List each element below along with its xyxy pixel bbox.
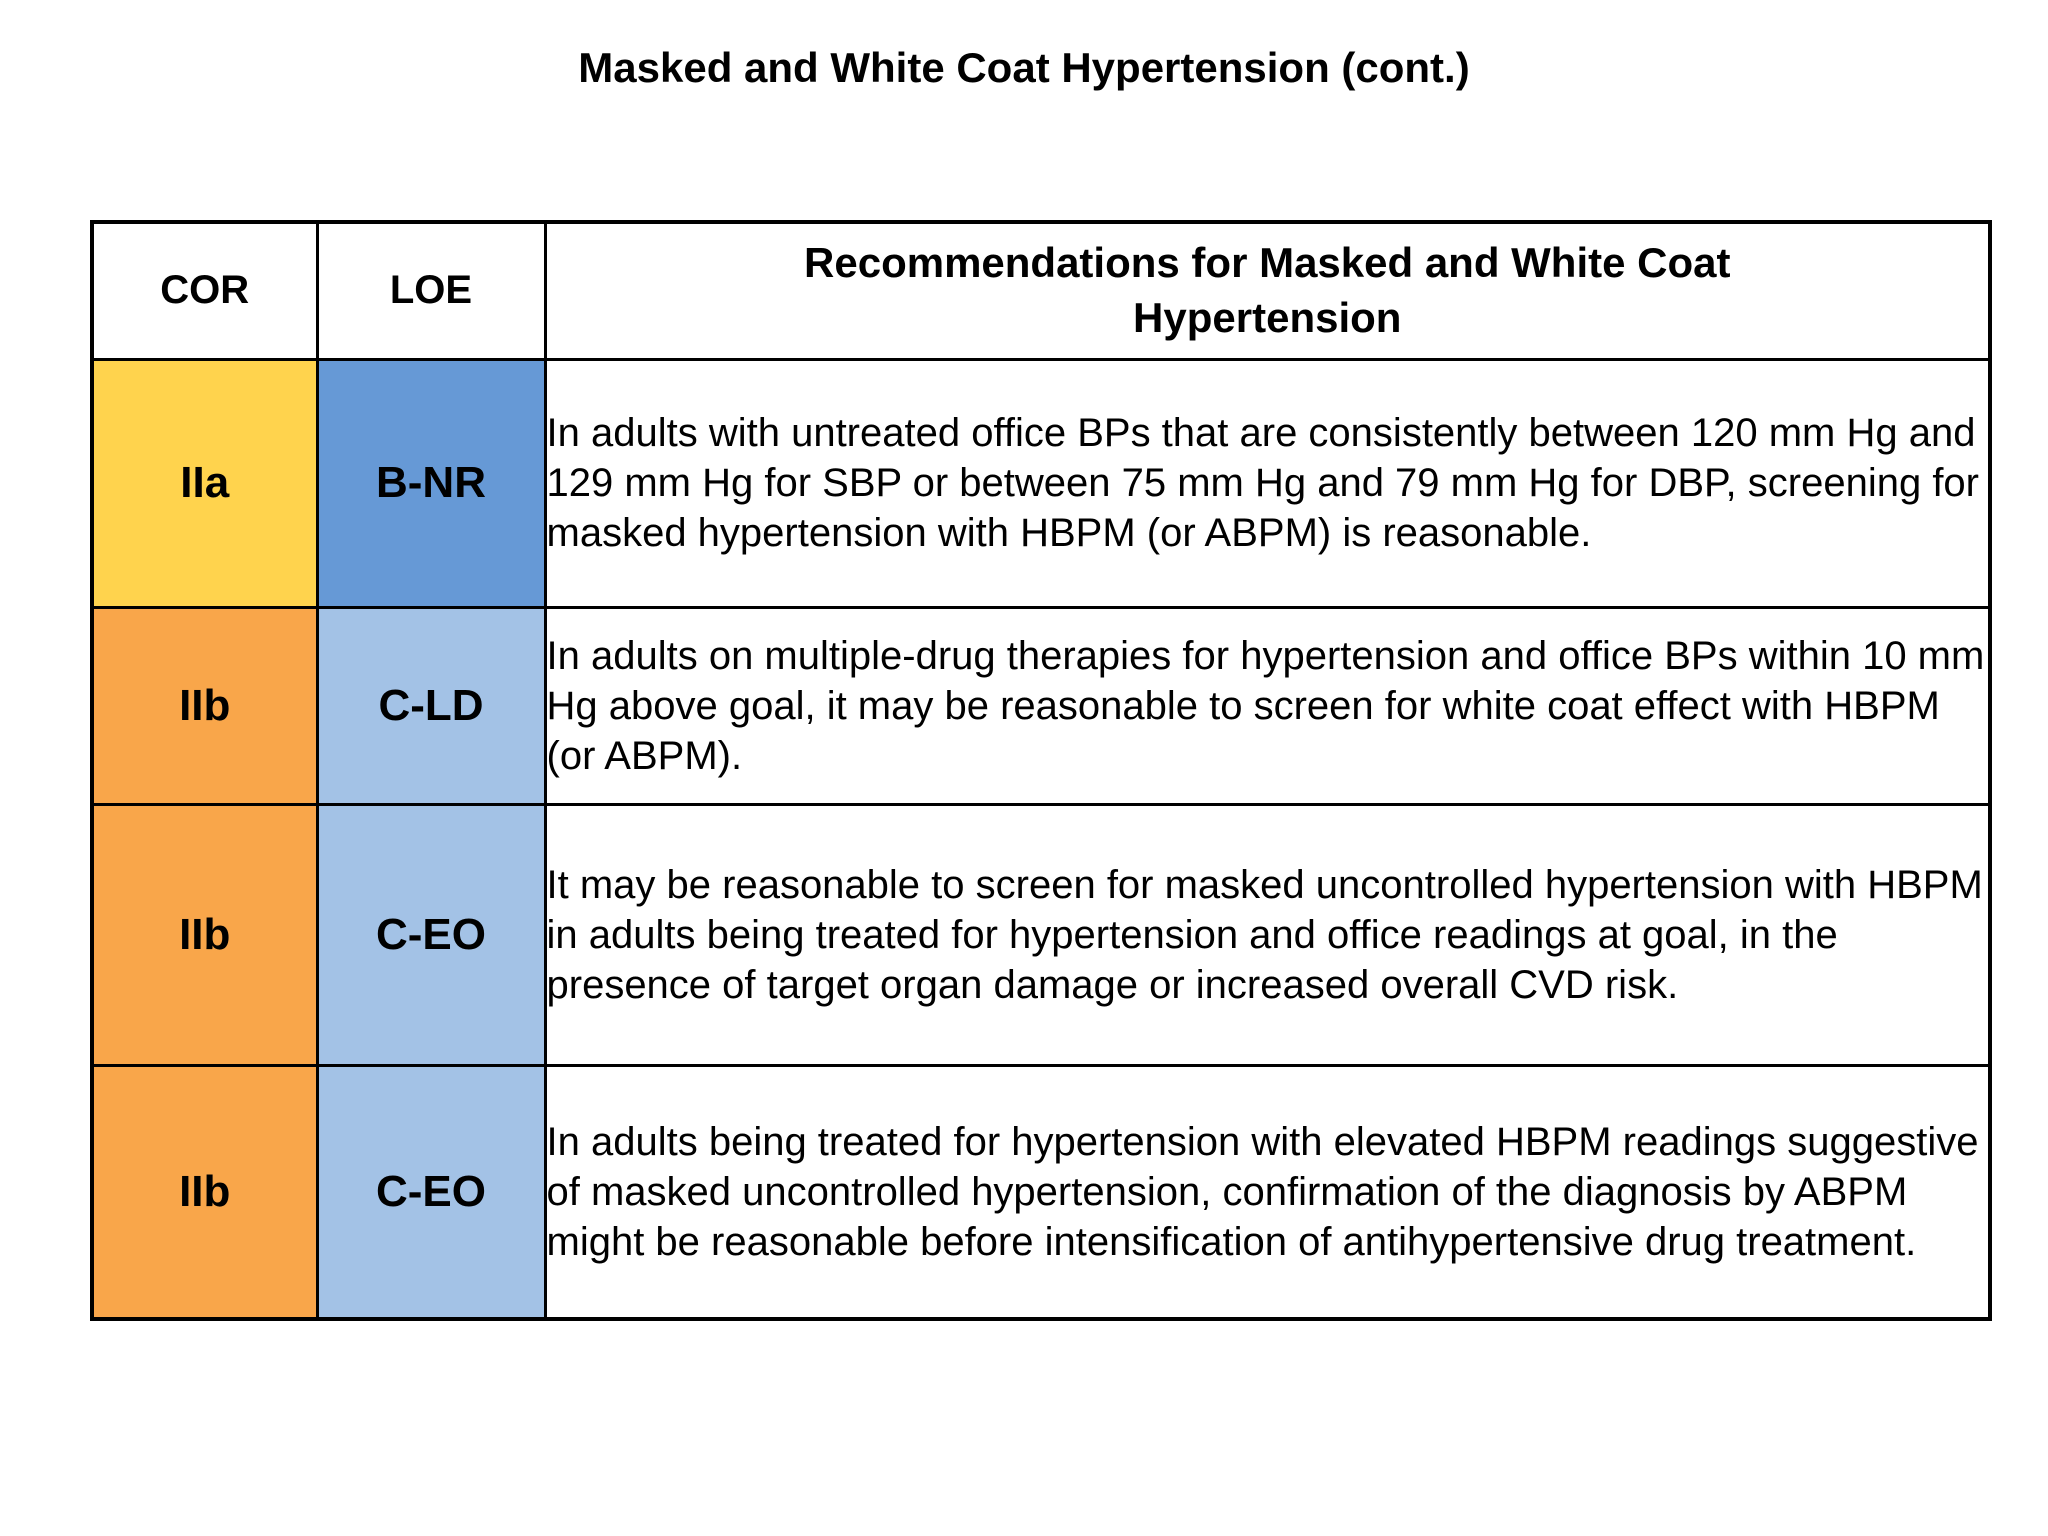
column-header-loe: LOE xyxy=(315,220,547,361)
cor-badge: IIb xyxy=(90,605,319,806)
table-row: IIb C-EO It may be reasonable to screen … xyxy=(90,802,1992,1067)
cor-badge: IIb xyxy=(90,802,319,1067)
table-row: IIa B-NR In adults with untreated office… xyxy=(90,357,1992,609)
recommendation-text: It may be reasonable to screen for maske… xyxy=(543,802,1992,1067)
loe-badge: C-LD xyxy=(315,605,547,806)
column-header-cor: COR xyxy=(90,220,319,361)
table-row: IIb C-EO In adults being treated for hyp… xyxy=(90,1063,1992,1321)
table-header-row: COR LOE Recommendations for Masked and W… xyxy=(90,220,1992,361)
loe-badge: B-NR xyxy=(315,357,547,609)
table-row: IIb C-LD In adults on multiple-drug ther… xyxy=(90,605,1992,806)
recommendations-header-line1: Recommendations for Masked and White Coa… xyxy=(804,239,1731,287)
column-header-recommendations: Recommendations for Masked and White Coa… xyxy=(543,220,1992,361)
cor-badge: IIb xyxy=(90,1063,319,1321)
cor-badge: IIa xyxy=(90,357,319,609)
recommendation-text: In adults on multiple-drug therapies for… xyxy=(543,605,1992,806)
recommendation-text: In adults with untreated office BPs that… xyxy=(543,357,1992,609)
recommendations-header-line2: Hypertension xyxy=(1133,293,1402,341)
loe-badge: C-EO xyxy=(315,1063,547,1321)
loe-badge: C-EO xyxy=(315,802,547,1067)
page-title: Masked and White Coat Hypertension (cont… xyxy=(578,44,1470,91)
recommendation-text: In adults being treated for hypertension… xyxy=(543,1063,1992,1321)
recommendations-table: COR LOE Recommendations for Masked and W… xyxy=(90,220,1992,1321)
